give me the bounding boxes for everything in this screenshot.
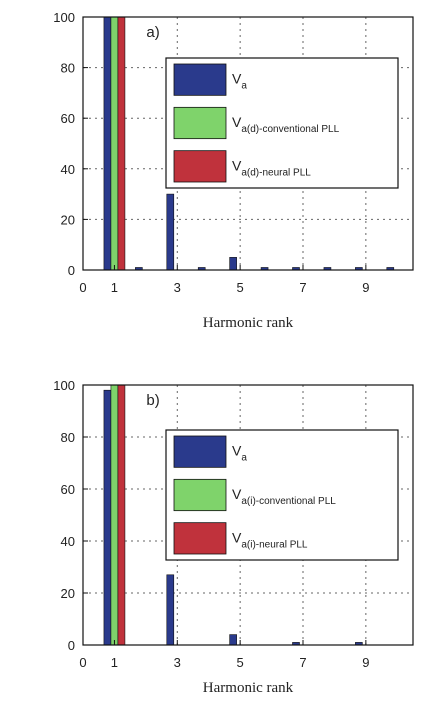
bar-2-rank-1 xyxy=(110,16,119,271)
y-tick-label: 80 xyxy=(61,430,75,445)
x-tick-label: 7 xyxy=(299,280,306,295)
legend-label-main: V xyxy=(232,486,242,502)
bar-1-rank-5 xyxy=(229,634,237,646)
legend-swatch-3 xyxy=(173,522,227,555)
plot-frame xyxy=(82,16,414,271)
legend-label-2: Va(i)-conventional PLL xyxy=(232,486,336,507)
bar-2-rank-1 xyxy=(110,384,119,646)
x-tick-label: 7 xyxy=(299,655,306,670)
x-axis-label: Harmonic rank xyxy=(203,315,294,331)
x-tick-label: 9 xyxy=(362,280,369,295)
x-tick-label: 5 xyxy=(237,280,244,295)
legend-swatch-2 xyxy=(173,478,227,512)
x-tick-label: 3 xyxy=(174,655,181,670)
legend-label-sub: a(i)-conventional PLL xyxy=(241,496,336,507)
bar-1-rank-5 xyxy=(229,257,237,271)
bar-1-rank-1 xyxy=(103,389,112,646)
plot-frame xyxy=(82,384,414,646)
legend-label-1: Va xyxy=(232,71,247,92)
x-axis-label: Harmonic rank xyxy=(203,680,294,696)
y-tick-label: 0 xyxy=(68,263,75,278)
panel-label: b) xyxy=(146,392,159,409)
legend-label-2: Va(d)-conventional PLL xyxy=(232,114,340,135)
bar-3-rank-1 xyxy=(117,384,126,646)
y-tick-label: 80 xyxy=(61,61,75,76)
x-tick-label: 0 xyxy=(79,655,86,670)
legend-label-3: Va(d)-neural PLL xyxy=(232,157,311,178)
legend-label-main: V xyxy=(232,114,242,130)
panel-label: a) xyxy=(146,24,159,41)
y-tick-label: 20 xyxy=(61,212,75,227)
x-tick-label: 9 xyxy=(362,655,369,670)
legend-label-main: V xyxy=(232,443,242,459)
y-tick-label: 20 xyxy=(61,586,75,601)
legend-label-sub: a(d)-neural PLL xyxy=(241,167,311,178)
legend-label-main: V xyxy=(232,157,242,173)
legend-swatch-2 xyxy=(173,106,227,140)
x-tick-label: 3 xyxy=(174,280,181,295)
legend-label-sub: a xyxy=(241,453,247,464)
legend-swatch-1 xyxy=(173,63,227,96)
y-tick-label: 40 xyxy=(61,162,75,177)
x-tick-label: 5 xyxy=(237,655,244,670)
legend-swatch-3 xyxy=(173,150,227,183)
legend-label-1: Va xyxy=(232,443,247,464)
y-tick-label: 100 xyxy=(53,10,75,25)
y-tick-label: 0 xyxy=(68,638,75,653)
legend-label-main: V xyxy=(232,529,242,545)
x-tick-label: 1 xyxy=(111,655,118,670)
bar-1-rank-3 xyxy=(166,193,175,271)
y-tick-label: 100 xyxy=(53,378,75,393)
legend-label-main: V xyxy=(232,71,242,87)
y-tick-label: 60 xyxy=(61,111,75,126)
bar-1-rank-1 xyxy=(103,16,112,271)
x-tick-label: 1 xyxy=(111,280,118,295)
y-tick-label: 60 xyxy=(61,482,75,497)
bar-1-rank-3 xyxy=(166,574,175,646)
y-tick-label: 40 xyxy=(61,534,75,549)
x-tick-label: 0 xyxy=(79,280,86,295)
legend-label-sub: a(i)-neural PLL xyxy=(241,539,308,550)
bar-3-rank-1 xyxy=(117,16,126,271)
legend-label-3: Va(i)-neural PLL xyxy=(232,529,308,550)
legend-label-sub: a(d)-conventional PLL xyxy=(241,124,339,135)
legend-swatch-1 xyxy=(173,435,227,468)
legend-label-sub: a xyxy=(241,81,247,92)
